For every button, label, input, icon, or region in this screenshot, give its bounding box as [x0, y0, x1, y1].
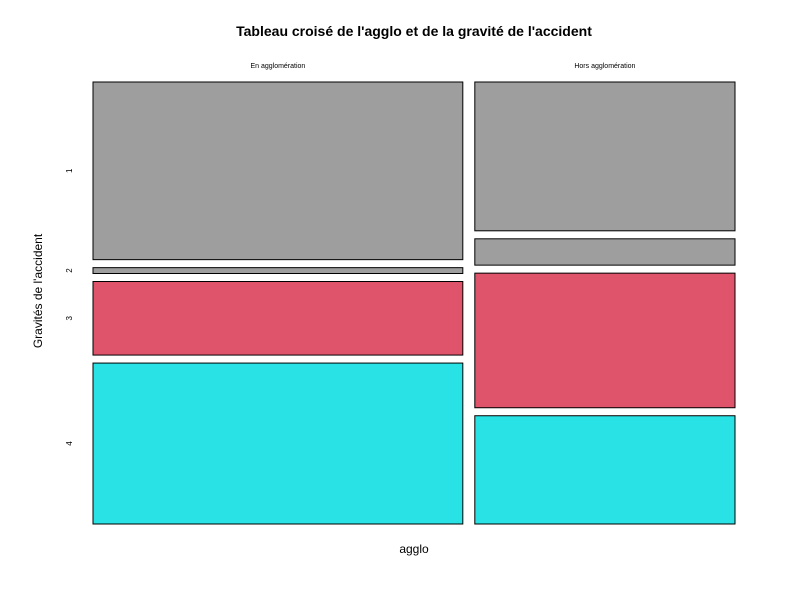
- chart-title: Tableau croisé de l'agglo et de la gravi…: [236, 23, 592, 39]
- mosaic-tile: [92, 281, 464, 356]
- x-axis-title: agglo: [399, 542, 429, 556]
- mosaic-tile: [474, 81, 736, 232]
- column-label: Hors agglomération: [574, 63, 635, 70]
- mosaic-tile: [92, 267, 464, 275]
- mosaic-tile: [92, 362, 464, 525]
- row-tick-label: 3: [65, 316, 74, 321]
- mosaic-tile: [92, 81, 464, 261]
- y-axis-title: Gravités de l'accident: [31, 233, 45, 348]
- row-tick-label: 1: [65, 168, 74, 173]
- column-labels: En agglomération Hors agglomération: [250, 63, 635, 70]
- row-tick-labels: 1 2 3 4: [65, 168, 74, 446]
- column-label: En agglomération: [250, 63, 305, 70]
- mosaic-tile: [474, 238, 736, 266]
- mosaic-tile: [474, 272, 736, 409]
- mosaic-tile: [474, 415, 736, 525]
- row-tick-label: 2: [65, 268, 74, 273]
- row-tick-label: 4: [65, 441, 74, 446]
- mosaic-tiles: [92, 81, 736, 525]
